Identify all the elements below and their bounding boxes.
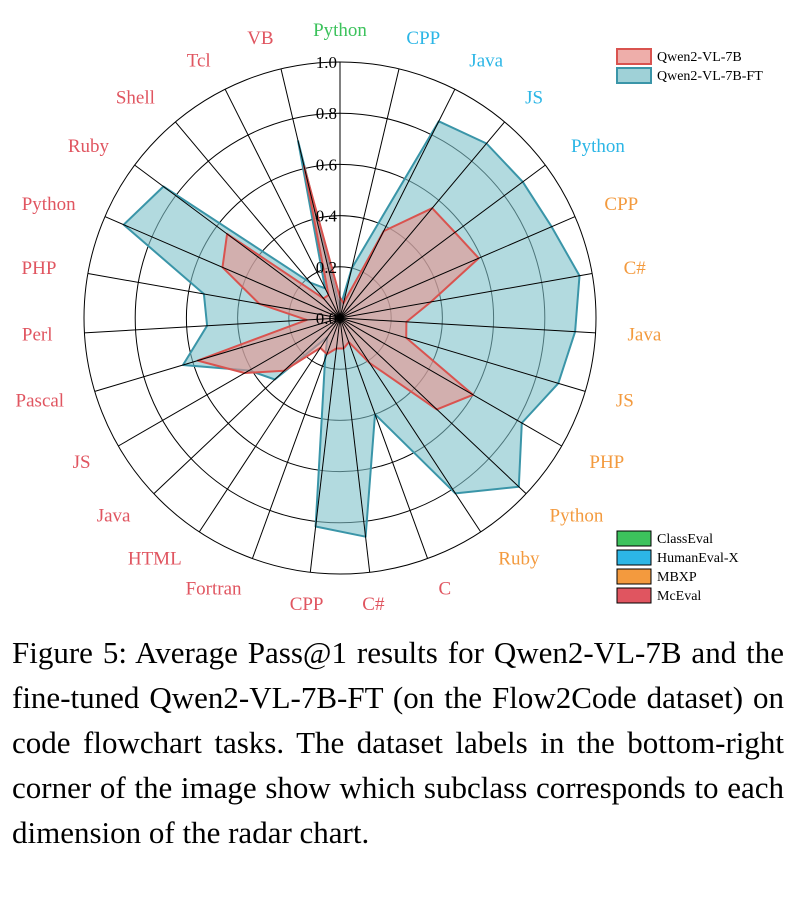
- axis-label: Shell: [116, 87, 155, 108]
- axis-label: Ruby: [498, 549, 540, 570]
- spoke-line: [339, 68, 400, 319]
- series-polygon: [196, 165, 480, 411]
- axis-label: JS: [73, 452, 91, 473]
- radial-tick-label: 0.8: [316, 104, 337, 123]
- spoke-line: [339, 317, 371, 573]
- spoke-line: [339, 317, 429, 559]
- radial-tick-label: 0.0: [316, 309, 337, 328]
- radar-spokes: [84, 62, 596, 573]
- spoke-line: [104, 216, 341, 319]
- spoke-line: [339, 216, 576, 319]
- axis-label: JS: [525, 87, 543, 108]
- axis-label: VB: [247, 28, 273, 49]
- radial-tick-label: 0.6: [316, 155, 337, 174]
- axis-label: Perl: [22, 325, 53, 346]
- radar-chart: 0.00.20.40.60.81.0 Python CPPJavaJSPython…: [16, 20, 764, 615]
- spoke-line: [134, 164, 341, 319]
- spoke-line: [339, 317, 596, 334]
- dataset-legend-label: ClassEval: [657, 532, 713, 547]
- radial-tick-label: 1.0: [316, 53, 337, 72]
- spoke-line: [251, 317, 341, 559]
- spoke-line: [118, 317, 341, 447]
- spoke-line: [224, 88, 341, 319]
- dataset-legend-swatch: [616, 549, 652, 566]
- spoke-line: [339, 121, 505, 319]
- dataset-legend-swatch: [616, 530, 652, 547]
- axis-label: Python: [22, 194, 76, 215]
- axis-label: Java: [469, 51, 503, 72]
- dataset-legend-label: HumanEval-X: [657, 551, 739, 566]
- series-legend-swatch: [616, 48, 652, 65]
- dataset-legend-swatch: [616, 568, 652, 585]
- axis-label: C#: [624, 258, 647, 279]
- spoke-line: [198, 317, 341, 533]
- spoke-line: [339, 164, 546, 319]
- radial-tick-labels: 0.0 0.2 0.4 0.6 0.8 1.0: [316, 53, 338, 328]
- axis-label: JS: [616, 391, 634, 412]
- spoke-line: [309, 317, 341, 573]
- spoke-line: [94, 317, 341, 392]
- axis-label: C: [439, 579, 452, 600]
- series-legend-swatch: [616, 67, 652, 84]
- axis-label: Java: [97, 506, 131, 527]
- dataset-legend: ClassEval HumanEval-X MBXP McEval: [616, 530, 739, 604]
- axis-label: CPP: [290, 594, 324, 615]
- spoke-line: [280, 68, 341, 319]
- spoke-line: [175, 121, 341, 319]
- figure-caption: Figure 5: Average Pass@1 results for Qwe…: [12, 635, 784, 850]
- spoke-line: [87, 273, 341, 319]
- axis-label: Python: [313, 20, 367, 41]
- dataset-legend-label: MBXP: [657, 570, 697, 585]
- axis-label: CPP: [406, 28, 440, 49]
- series-legend-label: Qwen2-VL-7B: [657, 50, 742, 65]
- axis-label: PHP: [589, 452, 624, 473]
- axis-label: Ruby: [68, 136, 110, 157]
- axis-label: Python: [550, 506, 604, 527]
- axis-label: Python: [571, 136, 625, 157]
- axis-label: CPP: [604, 194, 638, 215]
- axis-label: Fortran: [186, 579, 242, 600]
- spoke-line: [84, 317, 341, 334]
- axis-label: Java: [628, 325, 662, 346]
- axis-label: PHP: [22, 258, 57, 279]
- spoke-line: [339, 273, 593, 319]
- radial-tick-label: 0.4: [316, 207, 338, 226]
- dataset-legend-label: McEval: [657, 589, 701, 604]
- spoke-line: [339, 317, 586, 392]
- dataset-legend-swatch: [616, 587, 652, 604]
- axis-label: HTML: [128, 549, 182, 570]
- axis-label: C#: [362, 594, 385, 615]
- series-legend: Qwen2-VL-7B Qwen2-VL-7B-FT: [616, 48, 763, 84]
- spoke-line: [339, 317, 527, 495]
- spoke-line: [153, 317, 341, 495]
- spoke-line: [339, 317, 562, 447]
- axis-label: Pascal: [16, 391, 65, 412]
- spoke-line: [339, 88, 456, 319]
- axis-labels: Python CPP Java JS Python CPP C# Java JS PHP Pytho…: [16, 20, 662, 615]
- spoke-line: [339, 317, 482, 533]
- series-legend-label: Qwen2-VL-7B-FT: [657, 69, 763, 84]
- axis-label: Tcl: [187, 51, 211, 72]
- radial-tick-label: 0.2: [316, 258, 337, 277]
